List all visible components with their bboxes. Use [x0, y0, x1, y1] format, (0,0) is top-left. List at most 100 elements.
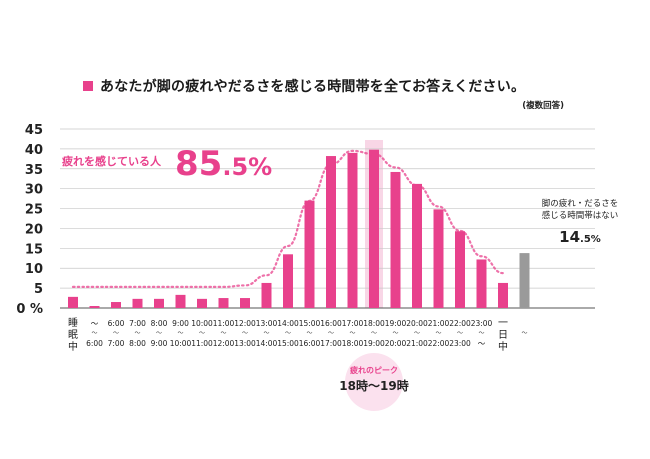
x-tick-label: 19:00 [363, 339, 385, 348]
x-tick-separator: 〜 [113, 330, 119, 337]
x-tick-label: 14:00 [277, 319, 299, 328]
x-tick-label: 23:00 [471, 319, 493, 328]
x-tick-label: 6:00 [108, 319, 125, 328]
x-tick-label: 12:00 [213, 339, 235, 348]
x-tick-separator: 〜 [242, 330, 248, 337]
x-tick-separator: 〜 [435, 330, 441, 337]
x-tick-separator: 〜 [134, 330, 140, 337]
x-tick-separator: 〜 [91, 330, 97, 337]
x-tick-label: 22:00 [449, 319, 471, 328]
x-tick-label: 17:00 [320, 339, 342, 348]
x-tick-label: 11:00 [213, 319, 235, 328]
bar [111, 302, 121, 308]
x-tick-separator: 〜 [306, 330, 312, 337]
y-tick-label: 0 % [16, 302, 43, 317]
bar [261, 282, 272, 308]
bar [498, 282, 508, 308]
bar [283, 254, 293, 308]
no-fatigue-percent-decimal: .5% [580, 234, 601, 245]
x-tick-label: 睡 [68, 316, 78, 329]
x-tick-label: 〜 [91, 319, 99, 328]
x-tick-label: 23:00 [449, 339, 471, 348]
fatigue-percent: 85.5% [175, 144, 272, 184]
bar [433, 209, 444, 308]
fatigue-label: 疲れを感じている人 [62, 154, 162, 168]
x-tick-separator: 〜 [392, 330, 398, 337]
peak-highlight-circle [345, 353, 403, 411]
y-tick-label: 40 [25, 143, 43, 158]
chart-title: あなたが脚の疲れやだるさを感じる時間帯を全てお答えください。 [83, 76, 525, 96]
x-tick-separator: 〜 [156, 330, 162, 337]
x-tick-label: 〜 [478, 339, 486, 348]
no-fatigue-label-line1: 脚の疲れ・だるさを [542, 198, 619, 209]
x-tick-label: 一 [498, 318, 508, 329]
bar [476, 259, 487, 308]
y-tick-label: 15 [25, 242, 43, 257]
x-tick-separator: 〜 [521, 330, 527, 337]
x-tick-separator: 〜 [478, 330, 484, 337]
x-tick-label: 10:00 [191, 319, 213, 328]
x-tick-label: 21:00 [428, 319, 450, 328]
bar [455, 231, 465, 308]
x-tick-label: 6:00 [86, 339, 103, 348]
x-tick-label: 16:00 [299, 339, 321, 348]
y-tick-label: 5 [34, 282, 43, 297]
bar [347, 152, 358, 308]
peak-range: 18時〜19時 [339, 378, 408, 393]
bar [304, 200, 315, 308]
x-tick-label: 9:00 [172, 319, 189, 328]
x-tick-label: 22:00 [428, 339, 450, 348]
bar [369, 149, 379, 308]
bar [218, 298, 229, 308]
bar [519, 253, 530, 308]
x-tick-separator: 〜 [414, 330, 420, 337]
x-tick-label: 12:00 [234, 319, 256, 328]
peak-label: 疲れのピーク [350, 365, 398, 375]
x-tick-separator: 〜 [349, 330, 355, 337]
x-tick-label: 18:00 [342, 339, 364, 348]
y-tick-label: 10 [25, 262, 43, 277]
x-tick-label: 11:00 [191, 339, 213, 348]
fatigue-percent-decimal: .5% [222, 153, 272, 181]
x-tick-separator: 〜 [328, 330, 334, 337]
x-tick-separator: 〜 [371, 330, 377, 337]
x-tick-label: 9:00 [151, 339, 168, 348]
x-tick-label: 14:00 [256, 339, 278, 348]
x-tick-label: 19:00 [385, 319, 407, 328]
x-tick-label: 17:00 [342, 319, 364, 328]
x-tick-label: 13:00 [234, 339, 256, 348]
x-tick-label: 日 [498, 330, 508, 341]
bar [197, 298, 207, 308]
x-tick-label: 眠 [68, 329, 78, 341]
x-tick-label: 中 [498, 340, 508, 353]
bar [390, 171, 401, 308]
x-tick-label: 7:00 [129, 319, 146, 328]
bar [175, 294, 186, 308]
bar [132, 298, 143, 308]
y-tick-label: 35 [25, 163, 43, 178]
x-tick-label: 中 [68, 340, 78, 353]
x-tick-label: 8:00 [151, 319, 168, 328]
x-tick-separator: 〜 [285, 330, 291, 337]
chart-title-text: あなたが脚の疲れやだるさを感じる時間帯を全てお答えください。 [100, 79, 526, 95]
x-tick-label: 13:00 [256, 319, 278, 328]
y-tick-label: 30 [25, 183, 43, 198]
bar [412, 183, 422, 308]
no-fatigue-percent: 14.5% [559, 228, 601, 246]
trend-curve [71, 149, 505, 289]
x-tick-separator: 〜 [263, 330, 269, 337]
x-tick-label: 7:00 [108, 339, 125, 348]
title-marker [83, 81, 93, 91]
no-fatigue-label-line2: 感じる時間帯はない [542, 210, 619, 221]
bar [68, 296, 78, 308]
x-tick-label: 18:00 [363, 319, 385, 328]
y-tick-label: 20 [25, 222, 43, 237]
x-tick-label: 15:00 [299, 319, 321, 328]
x-tick-separator: 〜 [220, 330, 226, 337]
bar [154, 298, 164, 308]
x-tick-label: 15:00 [277, 339, 299, 348]
bar [89, 306, 100, 308]
x-tick-label: 20:00 [385, 339, 407, 348]
x-tick-label: 8:00 [129, 339, 146, 348]
bar [326, 156, 336, 308]
